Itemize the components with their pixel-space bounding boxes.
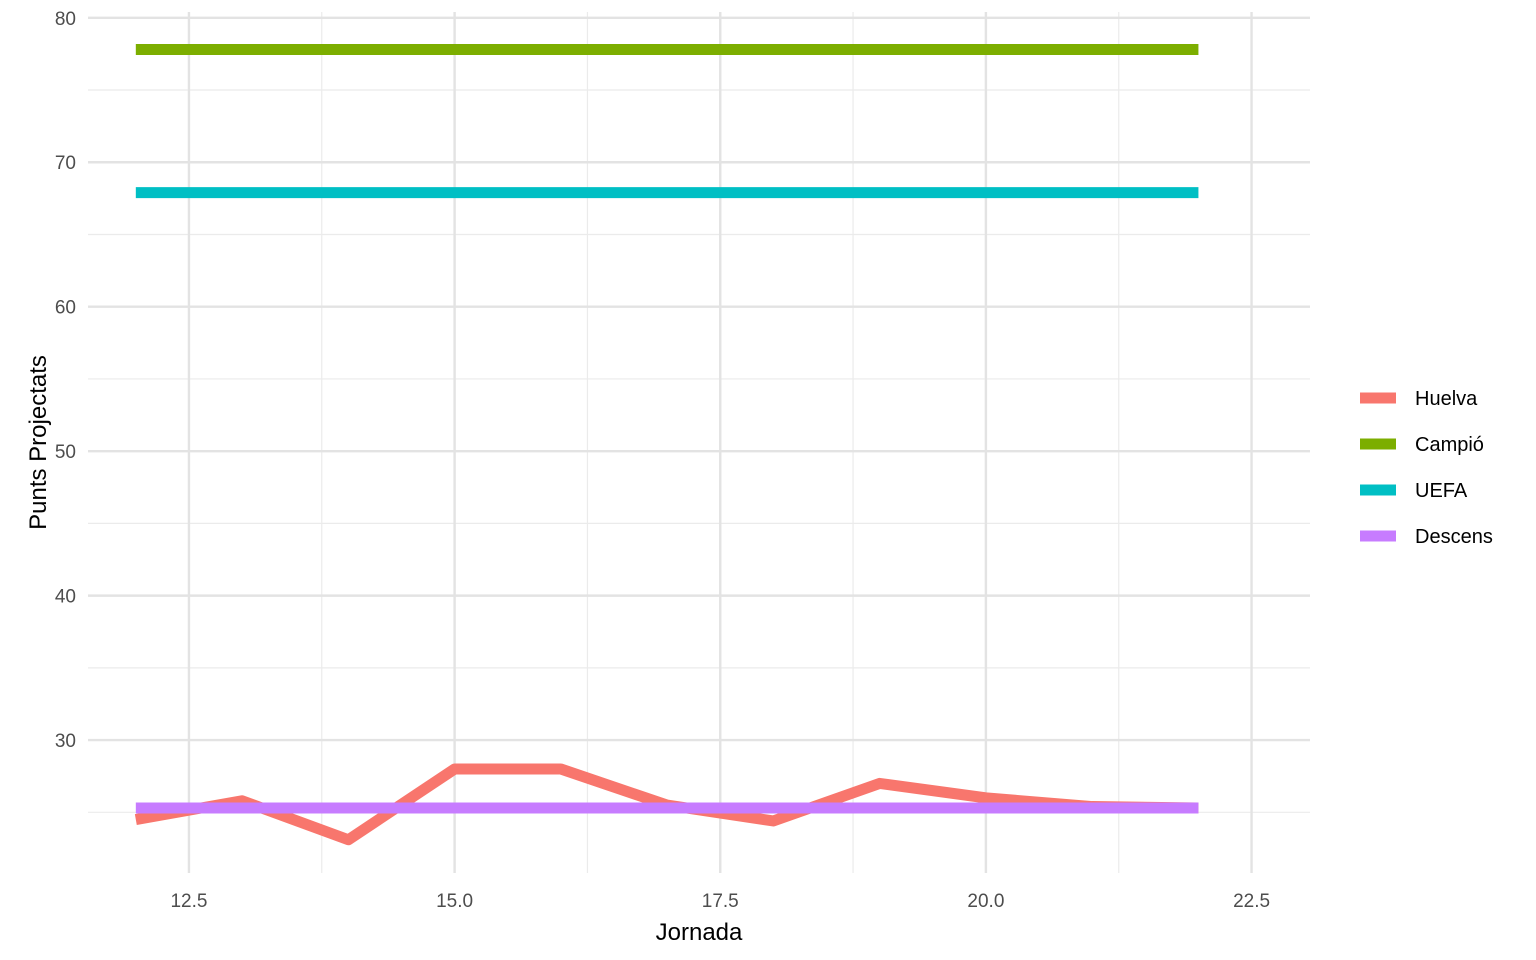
series-lines [134,44,1199,846]
legend-label-descens: Descens [1415,526,1493,548]
y-tick-label: 70 [55,153,76,174]
x-tick-label: 17.5 [702,891,739,912]
x-axis-title: Jornada [656,919,743,946]
y-tick-label: 30 [55,731,76,752]
x-tick-label: 12.5 [170,891,207,912]
y-axis-ticks: 30 40 50 60 70 80 [55,9,76,752]
x-axis-ticks: 12.5 15.0 17.5 20.0 22.5 [170,891,1270,912]
legend-label-campio: Campió [1415,434,1484,456]
x-tick-label: 22.5 [1233,891,1270,912]
legend-label-uefa: UEFA [1415,480,1468,502]
legend-label-huelva: Huelva [1415,388,1478,410]
y-axis-title: Punts Projectats [25,355,52,530]
y-tick-label: 40 [55,587,76,608]
major-gridlines [88,12,1310,873]
minor-gridlines [88,12,1310,873]
legend: Huelva Campió UEFA Descens [1360,388,1493,548]
x-tick-label: 20.0 [967,891,1004,912]
x-tick-label: 15.0 [436,891,473,912]
y-tick-label: 80 [55,9,76,30]
y-tick-label: 60 [55,298,76,319]
y-tick-label: 50 [55,442,76,463]
